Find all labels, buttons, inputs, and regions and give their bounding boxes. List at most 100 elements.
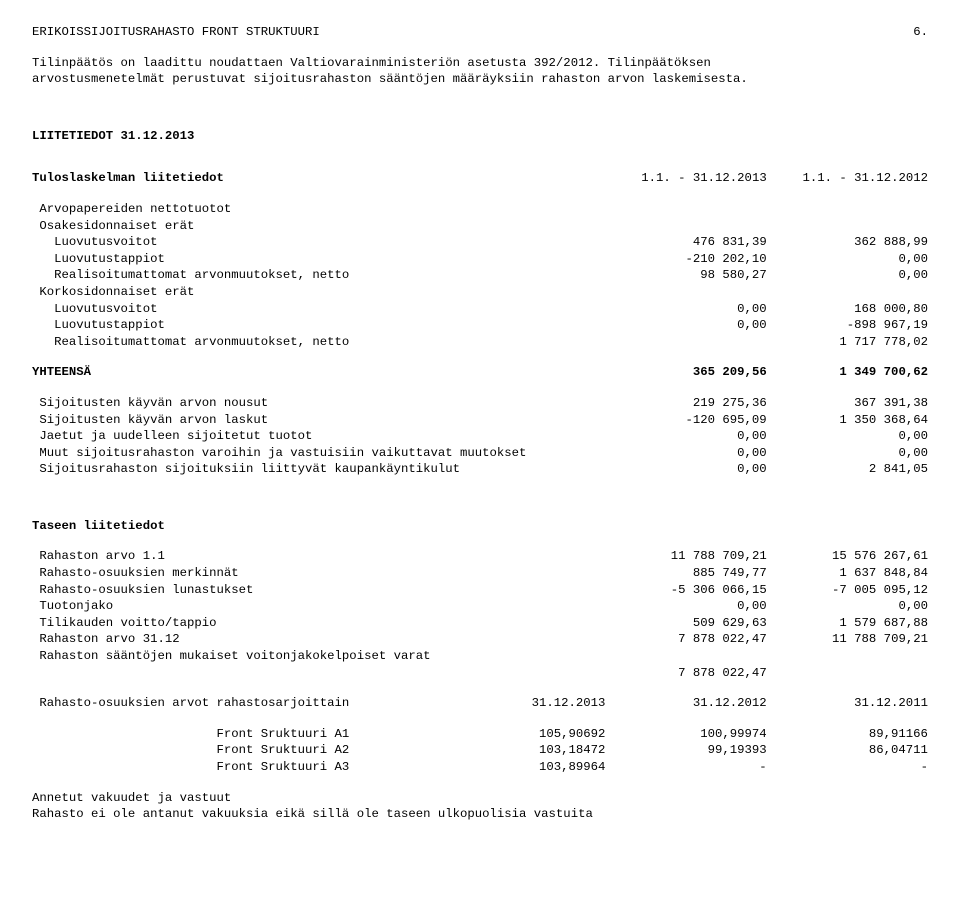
row-label: Luovutusvoitot bbox=[32, 301, 605, 318]
row-val1: 7 878 022,47 bbox=[605, 665, 766, 682]
row-val2: 0,00 bbox=[767, 598, 928, 615]
shares-h2: 31.12.2012 bbox=[605, 695, 766, 712]
tulos-heading-row: Tuloslaskelman liitetiedot 1.1. - 31.12.… bbox=[32, 170, 928, 187]
row-label: Front Sruktuuri A1 bbox=[32, 726, 444, 743]
period-2: 1.1. - 31.12.2012 bbox=[767, 170, 928, 187]
tase-heading: Taseen liitetiedot bbox=[32, 518, 928, 535]
row-label: YHTEENSÄ bbox=[32, 364, 605, 381]
row-val2: 1 350 368,64 bbox=[767, 412, 928, 429]
row-label: Luovutusvoitot bbox=[32, 234, 605, 251]
row-label: Front Sruktuuri A3 bbox=[32, 759, 444, 776]
row-val2: 99,19393 bbox=[605, 742, 766, 759]
table-row: Realisoitumattomat arvonmuutokset, netto… bbox=[32, 267, 928, 284]
row-val2 bbox=[767, 665, 928, 682]
row-val1: 0,00 bbox=[605, 301, 766, 318]
row-val1: 0,00 bbox=[605, 317, 766, 334]
section-osakesidonnaiset: Osakesidonnaiset erät bbox=[32, 218, 928, 235]
section-arvopaperit-text: Arvopapereiden nettotuotot bbox=[39, 202, 231, 216]
page-header: ERIKOISSIJOITUSRAHASTO FRONT STRUKTUURI … bbox=[32, 24, 928, 41]
row-val1: 476 831,39 bbox=[605, 234, 766, 251]
row-val1: 365 209,56 bbox=[605, 364, 766, 381]
row-val2: 1 579 687,88 bbox=[767, 615, 928, 632]
table-row: Rahaston arvo 31.12 7 878 022,47 11 788 … bbox=[32, 631, 928, 648]
row-val2: 0,00 bbox=[767, 428, 928, 445]
row-label: Realisoitumattomat arvonmuutokset, netto bbox=[32, 267, 605, 284]
row-val1: -210 202,10 bbox=[605, 251, 766, 268]
row-label bbox=[32, 665, 605, 682]
row-val1: 0,00 bbox=[605, 598, 766, 615]
row-val1: 105,90692 bbox=[444, 726, 605, 743]
table-row: Sijoitusrahaston sijoituksiin liittyvät … bbox=[32, 461, 928, 478]
row-label: Rahasto-osuuksien lunastukset bbox=[32, 582, 605, 599]
table-row: Luovutustappiot 0,00 -898 967,19 bbox=[32, 317, 928, 334]
row-val1 bbox=[605, 648, 766, 665]
row-label: Luovutustappiot bbox=[32, 317, 605, 334]
row-val2: 0,00 bbox=[767, 267, 928, 284]
row-val1: 7 878 022,47 bbox=[605, 631, 766, 648]
row-val2: 1 717 778,02 bbox=[767, 334, 928, 351]
row-val2: 0,00 bbox=[767, 445, 928, 462]
shares-h3: 31.12.2011 bbox=[767, 695, 928, 712]
intro-line2: arvostusmenetelmät perustuvat sijoitusra… bbox=[32, 71, 928, 88]
table-row: Rahaston arvo 1.1 11 788 709,21 15 576 2… bbox=[32, 548, 928, 565]
table-row: Front Sruktuuri A3 103,89964 - - bbox=[32, 759, 928, 776]
shares-heading-row: Rahasto-osuuksien arvot rahastosarjoitta… bbox=[32, 695, 928, 712]
row-label: Luovutustappiot bbox=[32, 251, 605, 268]
row-label: Rahaston arvo 1.1 bbox=[32, 548, 605, 565]
shares-h1: 31.12.2013 bbox=[444, 695, 605, 712]
row-val2: 168 000,80 bbox=[767, 301, 928, 318]
row-label: Sijoitusten käyvän arvon nousut bbox=[32, 395, 605, 412]
row-val1: 103,18472 bbox=[444, 742, 605, 759]
row-val2 bbox=[767, 648, 928, 665]
document-title: ERIKOISSIJOITUSRAHASTO FRONT STRUKTUURI bbox=[32, 24, 320, 41]
row-label: Rahasto-osuuksien merkinnät bbox=[32, 565, 605, 582]
footer-line2: Rahasto ei ole antanut vakuuksia eikä si… bbox=[32, 806, 928, 823]
table-row: Sijoitusten käyvän arvon laskut -120 695… bbox=[32, 412, 928, 429]
row-val2: 0,00 bbox=[767, 251, 928, 268]
row-val3: 89,91166 bbox=[767, 726, 928, 743]
table-row: Realisoitumattomat arvonmuutokset, netto… bbox=[32, 334, 928, 351]
period-1: 1.1. - 31.12.2013 bbox=[605, 170, 766, 187]
table-row: Luovutusvoitot 476 831,39 362 888,99 bbox=[32, 234, 928, 251]
row-val1: 103,89964 bbox=[444, 759, 605, 776]
section-osakesidonnaiset-text: Osakesidonnaiset erät bbox=[39, 219, 194, 233]
row-val2: 362 888,99 bbox=[767, 234, 928, 251]
row-val3: - bbox=[767, 759, 928, 776]
liitetiedot-heading: LIITETIEDOT 31.12.2013 bbox=[32, 128, 928, 145]
row-val1: 0,00 bbox=[605, 445, 766, 462]
section-korkosidonnaiset: Korkosidonnaiset erät bbox=[32, 284, 928, 301]
row-val2: 100,99974 bbox=[605, 726, 766, 743]
row-val1: -120 695,09 bbox=[605, 412, 766, 429]
row-val2: 2 841,05 bbox=[767, 461, 928, 478]
row-val1: 0,00 bbox=[605, 428, 766, 445]
table-row: Rahasto-osuuksien lunastukset -5 306 066… bbox=[32, 582, 928, 599]
row-val2: -7 005 095,12 bbox=[767, 582, 928, 599]
table-row: Rahasto-osuuksien merkinnät 885 749,77 1… bbox=[32, 565, 928, 582]
row-val1: 509 629,63 bbox=[605, 615, 766, 632]
shares-heading: Rahasto-osuuksien arvot rahastosarjoitta… bbox=[32, 695, 444, 712]
row-val1 bbox=[605, 334, 766, 351]
row-val2: 11 788 709,21 bbox=[767, 631, 928, 648]
table-row: 7 878 022,47 bbox=[32, 665, 928, 682]
table-row: Rahaston sääntöjen mukaiset voitonjakoke… bbox=[32, 648, 928, 665]
row-label: Tilikauden voitto/tappio bbox=[32, 615, 605, 632]
table-row: Tuotonjako 0,00 0,00 bbox=[32, 598, 928, 615]
table-row: Luovutustappiot -210 202,10 0,00 bbox=[32, 251, 928, 268]
footer-line1: Annetut vakuudet ja vastuut bbox=[32, 790, 928, 807]
row-val3: 86,04711 bbox=[767, 742, 928, 759]
row-val2: 15 576 267,61 bbox=[767, 548, 928, 565]
row-val1: 0,00 bbox=[605, 461, 766, 478]
row-label: Sijoitusten käyvän arvon laskut bbox=[32, 412, 605, 429]
table-row: Jaetut ja uudelleen sijoitetut tuotot 0,… bbox=[32, 428, 928, 445]
row-val2: - bbox=[605, 759, 766, 776]
section-korkosidonnaiset-text: Korkosidonnaiset erät bbox=[39, 285, 194, 299]
row-label: Sijoitusrahaston sijoituksiin liittyvät … bbox=[32, 461, 605, 478]
row-val2: -898 967,19 bbox=[767, 317, 928, 334]
row-label: Rahaston sääntöjen mukaiset voitonjakoke… bbox=[32, 648, 605, 665]
row-val1: 98 580,27 bbox=[605, 267, 766, 284]
row-val2: 1 637 848,84 bbox=[767, 565, 928, 582]
tulos-heading: Tuloslaskelman liitetiedot bbox=[32, 170, 605, 187]
row-val1: -5 306 066,15 bbox=[605, 582, 766, 599]
row-val1: 885 749,77 bbox=[605, 565, 766, 582]
row-val2: 1 349 700,62 bbox=[767, 364, 928, 381]
